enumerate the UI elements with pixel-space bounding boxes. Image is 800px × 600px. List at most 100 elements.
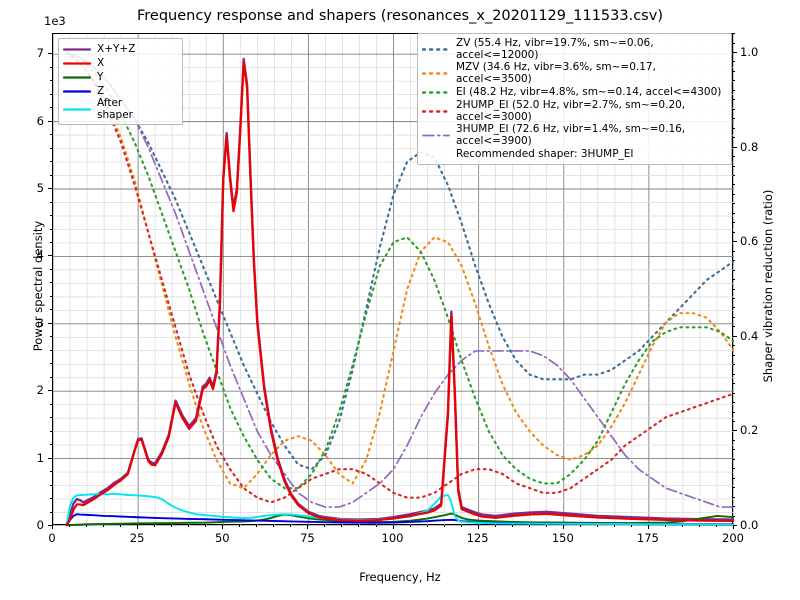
y-minor-tick-left [50, 201, 52, 203]
y-tick-mark-left [48, 525, 52, 526]
x-tick-mark [52, 525, 53, 529]
legend-item-EI[interactable]: EI (48.2 Hz, vibr=4.8%, sm~=0.14, accel<… [422, 85, 726, 99]
x-minor-tick [273, 525, 275, 527]
y-tick-label-left: 1 [36, 450, 44, 465]
y-minor-tick-left [50, 107, 52, 109]
x-tick-mark [733, 525, 734, 529]
legend-item-XYZ[interactable]: X+Y+Z [63, 42, 177, 56]
x-minor-tick [494, 525, 496, 527]
x-tick-label: 75 [300, 531, 315, 545]
x-tick-label: 175 [636, 531, 659, 545]
legend-axes[interactable]: X+Y+Z X Y Z After shaper [58, 38, 183, 125]
psd-curve-X [65, 61, 734, 526]
y-minor-tick-left [50, 363, 52, 365]
y-axis-offset-label: 1e3 [44, 14, 66, 28]
y-minor-tick-right [733, 279, 735, 280]
x-minor-tick [409, 525, 411, 527]
x-minor-tick [681, 525, 683, 527]
legend-item-ZV[interactable]: ZV (55.4 Hz, vibr=19.7%, sm~=0.06, accel… [422, 37, 726, 61]
y-minor-tick-right [733, 203, 735, 205]
y-minor-tick-right [733, 316, 735, 318]
y-tick-label-right: 0.8 [740, 139, 759, 154]
y-tick-mark-right [733, 525, 737, 526]
x-minor-tick [664, 525, 666, 527]
y-minor-tick-right [733, 127, 735, 129]
y-minor-tick-left [50, 417, 52, 419]
y-minor-tick-right [733, 250, 735, 252]
y-tick-label-right: 1.0 [740, 44, 759, 59]
y-tick-label-left: 0 [36, 518, 44, 532]
y-minor-tick-right [733, 468, 735, 470]
legend-item-3HUMP_EI[interactable]: 3HUMP_EI (72.6 Hz, vibr=1.4%, sm~=0.16, … [422, 123, 726, 147]
y-minor-tick-right [733, 260, 735, 262]
legend-swatch-icon [422, 106, 450, 117]
legend-item-label: X [97, 57, 105, 69]
y-minor-tick-right [733, 420, 735, 422]
y-minor-tick-right [733, 354, 735, 356]
y-minor-tick-right [733, 449, 735, 451]
y-minor-tick-right [733, 496, 735, 498]
y-tick-label-right: 0.4 [740, 328, 759, 343]
y-minor-tick-left [50, 349, 52, 351]
y-tick-mark-left [48, 53, 52, 55]
y-minor-tick-right [733, 458, 735, 460]
x-minor-tick [545, 525, 547, 527]
legend-line-sample [422, 90, 450, 94]
x-minor-tick [460, 525, 462, 527]
y-tick-mark-right [733, 335, 737, 337]
legend-item-Z[interactable]: Z [63, 84, 177, 98]
y-minor-tick-right [733, 137, 735, 139]
x-tick-label: 125 [466, 531, 489, 545]
y-minor-tick-left [50, 93, 52, 95]
y-minor-tick-right [733, 364, 735, 366]
legend-item-Y[interactable]: Y [63, 70, 177, 84]
legend-item-X[interactable]: X [63, 56, 177, 70]
y-minor-tick-right [733, 108, 735, 110]
legend-item-Aftershaper[interactable]: After shaper [63, 97, 177, 121]
legend-item-MZV[interactable]: MZV (34.6 Hz, vibr=3.6%, sm~=0.17, accel… [422, 61, 726, 85]
y-minor-tick-right [733, 373, 735, 375]
y-minor-tick-right [733, 402, 735, 403]
legend-swatch-icon [422, 44, 450, 55]
y-minor-tick-right [733, 487, 735, 489]
legend-line-sample [63, 47, 91, 51]
y-minor-tick-right [733, 89, 735, 91]
x-tick-mark [562, 525, 564, 529]
x-tick-mark [137, 525, 139, 529]
x-minor-tick [205, 525, 207, 527]
x-minor-tick [171, 525, 173, 527]
y-minor-tick-left [50, 215, 52, 216]
x-tick-label: 25 [129, 531, 145, 545]
legend-line-sample [422, 109, 450, 113]
y-minor-tick-right [733, 165, 735, 167]
x-axis-label: Frequency, Hz [359, 570, 441, 584]
y-minor-tick-right [733, 231, 735, 233]
legend-line-sample [422, 47, 450, 51]
legend-item-2HUMP_EI[interactable]: 2HUMP_EI (52.0 Hz, vibr=2.7%, sm~=0.20, … [422, 99, 726, 123]
chart-title: Frequency response and shapers (resonanc… [137, 8, 663, 24]
legend-item-label: MZV (34.6 Hz, vibr=3.6%, sm~=0.17, accel… [456, 61, 656, 85]
y-minor-tick-left [50, 147, 52, 149]
x-minor-tick [69, 525, 70, 527]
y-minor-tick-left [50, 241, 52, 243]
y-tick-mark-right [733, 430, 737, 432]
x-minor-tick [716, 525, 717, 527]
y-minor-tick-right [733, 326, 735, 328]
legend-item-label: ZV (55.4 Hz, vibr=19.7%, sm~=0.06, accel… [456, 37, 654, 61]
x-tick-label: 200 [722, 531, 744, 545]
legend-item-label: Z [97, 85, 105, 97]
y-minor-tick-left [50, 268, 52, 270]
x-minor-tick [528, 525, 530, 527]
y-tick-mark-left [48, 188, 52, 189]
x-minor-tick [239, 525, 241, 527]
y-minor-tick-right [733, 411, 735, 413]
y-minor-tick-right [733, 156, 735, 157]
y-axis-label-left: Power spectral density [31, 220, 45, 352]
y-tick-mark-left [48, 390, 52, 392]
legend-swatch-icon [422, 130, 450, 141]
y-tick-label-left: 3 [36, 315, 44, 330]
legend-shapers[interactable]: ZV (55.4 Hz, vibr=19.7%, sm~=0.06, accel… [417, 33, 732, 165]
x-minor-tick [596, 525, 598, 527]
legend-item-label: 3HUMP_EI (72.6 Hz, vibr=1.4%, sm~=0.16, … [456, 123, 686, 147]
